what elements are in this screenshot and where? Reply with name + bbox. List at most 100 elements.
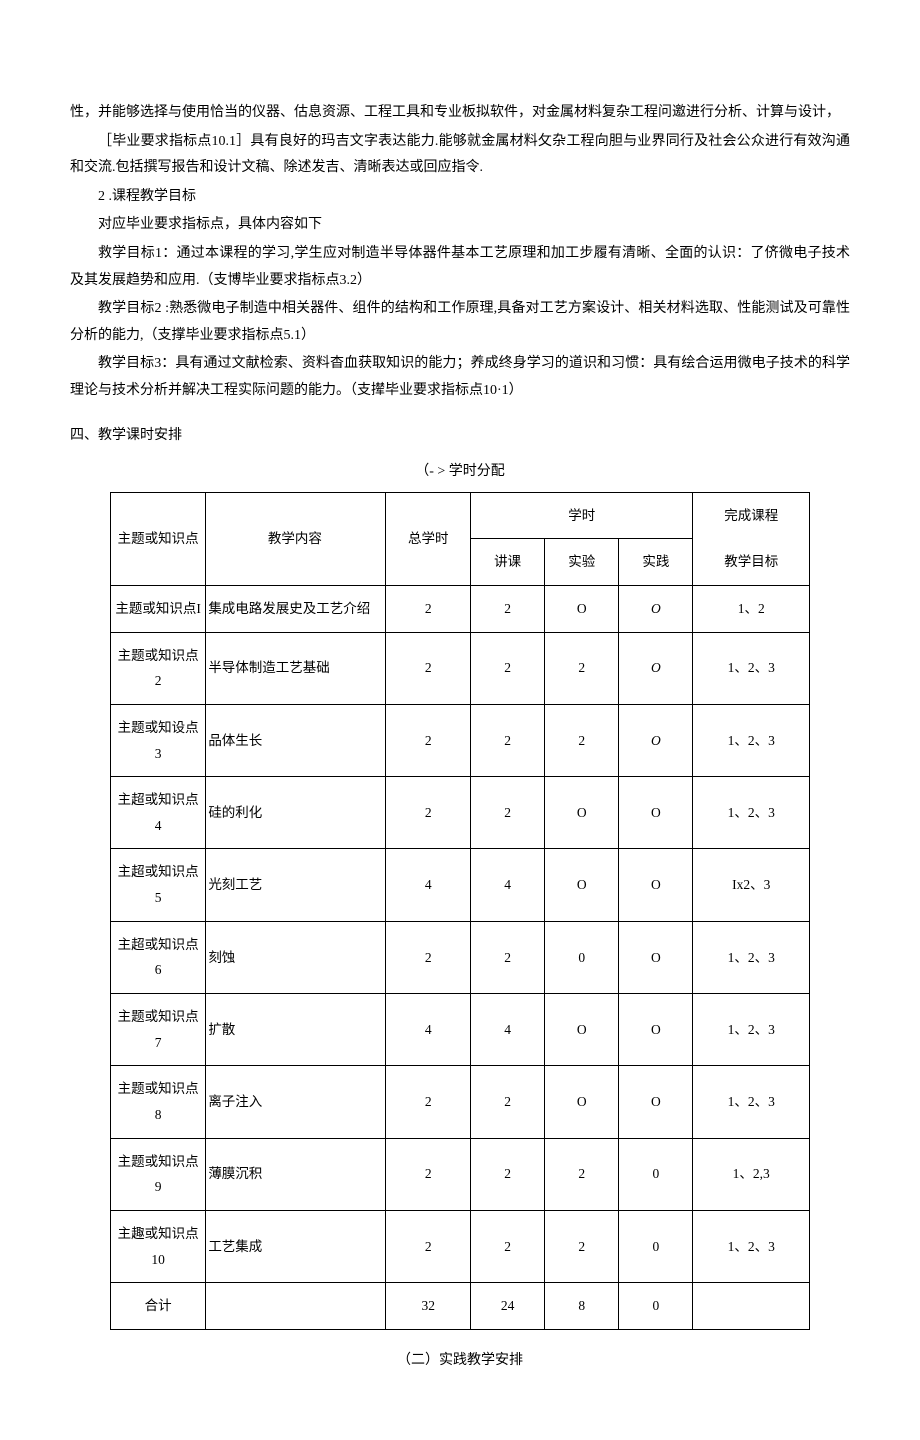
cell-topic: 主超或知识点5 — [111, 849, 206, 921]
cell-experiment: 2 — [545, 704, 619, 776]
cell-total: 2 — [386, 921, 471, 993]
table-body: 主题或知识点I集成电路发展史及工艺介绍22OO1、2主题或知识点2半导体制造工艺… — [111, 586, 810, 1330]
cell-topic: 主题或知识点8 — [111, 1066, 206, 1138]
cell-experiment: O — [545, 994, 619, 1066]
th-lecture: 讲课 — [471, 539, 545, 586]
cell-content: 扩散 — [206, 994, 386, 1066]
table-row: 主趣或知识点10工艺集成22201、2、3 — [111, 1210, 810, 1282]
cell-topic: 主题或知设点3 — [111, 704, 206, 776]
table-row: 主题或知识点7扩散44OO1、2、3 — [111, 994, 810, 1066]
cell-experiment: O — [545, 849, 619, 921]
cell-lecture: 4 — [471, 849, 545, 921]
p3-num: 2 — [98, 189, 105, 204]
cell-topic: 主题或知识点I — [111, 586, 206, 633]
cell-topic: 主题或知识点2 — [111, 632, 206, 704]
cell-content: 集成电路发展史及工艺介绍 — [206, 586, 386, 633]
cell-total: 2 — [386, 1066, 471, 1138]
table-row: 主题或知识点2半导体制造工艺基础222O1、2、3 — [111, 632, 810, 704]
cell-practice: O — [619, 1066, 693, 1138]
cell-lecture: 2 — [471, 632, 545, 704]
cell-goal: 1、2、3 — [693, 1066, 810, 1138]
cell-topic: 主超或知识点4 — [111, 777, 206, 849]
cell-content: 离子注入 — [206, 1066, 386, 1138]
cell-practice: O — [619, 586, 693, 633]
cell-content: 半导体制造工艺基础 — [206, 632, 386, 704]
cell-goal: 1、2、3 — [693, 704, 810, 776]
cell-practice: O — [619, 849, 693, 921]
cell-practice: O — [619, 777, 693, 849]
section-4-title: 四、教学课时安排 — [70, 423, 850, 450]
cell-content: 薄膜沉积 — [206, 1138, 386, 1210]
table-row: 主题或知识点8离子注入22OO1、2、3 — [111, 1066, 810, 1138]
table-row: 主题或知识点I集成电路发展史及工艺介绍22OO1、2 — [111, 586, 810, 633]
cell-lecture: 24 — [471, 1283, 545, 1330]
cell-practice: 0 — [619, 1283, 693, 1330]
cell-practice: 0 — [619, 1210, 693, 1282]
cell-practice: 0 — [619, 1138, 693, 1210]
cell-total: 2 — [386, 632, 471, 704]
cell-lecture: 2 — [471, 777, 545, 849]
cell-topic: 主题或知识点7 — [111, 994, 206, 1066]
table-row: 主超或知识点4硅的利化22OO1、2、3 — [111, 777, 810, 849]
paragraph-3: 2 .课程教学目标 — [70, 184, 850, 211]
table-row: 主超或知识点5光刻工艺44OOIx2、3 — [111, 849, 810, 921]
cell-practice: O — [619, 994, 693, 1066]
cell-total: 32 — [386, 1283, 471, 1330]
cell-experiment: O — [545, 1066, 619, 1138]
cell-total: 2 — [386, 704, 471, 776]
cell-total: 2 — [386, 1138, 471, 1210]
cell-content — [206, 1283, 386, 1330]
cell-lecture: 2 — [471, 704, 545, 776]
cell-goal: 1、2、3 — [693, 1210, 810, 1282]
th-topic: 主题或知识点 — [111, 492, 206, 585]
p3-text: .课程教学目标 — [109, 189, 197, 204]
cell-goal: 1、2,3 — [693, 1138, 810, 1210]
cell-lecture: 2 — [471, 586, 545, 633]
paragraph-4: 对应毕业要求指标点，具体内容如下 — [70, 212, 850, 239]
cell-topic: 主趣或知识点10 — [111, 1210, 206, 1282]
th-goal-bottom: 教学目标 — [693, 539, 810, 586]
cell-experiment: O — [545, 777, 619, 849]
cell-lecture: 2 — [471, 1138, 545, 1210]
table-row: 主题或知识点9薄膜沉积22201、2,3 — [111, 1138, 810, 1210]
cell-topic: 合计 — [111, 1283, 206, 1330]
cell-experiment: 2 — [545, 632, 619, 704]
table1-caption: （- > 学时分配 — [70, 459, 850, 486]
paragraph-2: ［毕业要求指标点10.1］具有良好的玛吉文字表达能力.能够就金属材料攵杂工程向胆… — [70, 129, 850, 182]
cell-goal: 1、2、3 — [693, 777, 810, 849]
table2-caption: （二）实践教学安排 — [70, 1348, 850, 1375]
cell-lecture: 4 — [471, 994, 545, 1066]
cell-practice: O — [619, 632, 693, 704]
th-content: 教学内容 — [206, 492, 386, 585]
cell-content: 光刻工艺 — [206, 849, 386, 921]
th-hours: 学时 — [471, 492, 693, 539]
cell-total: 2 — [386, 777, 471, 849]
th-practice: 实践 — [619, 539, 693, 586]
cell-goal — [693, 1283, 810, 1330]
cell-experiment: 0 — [545, 921, 619, 993]
cell-topic: 主题或知识点9 — [111, 1138, 206, 1210]
cell-practice: O — [619, 704, 693, 776]
cell-content: 硅的利化 — [206, 777, 386, 849]
th-goal-top: 完成课程 — [693, 492, 810, 539]
cell-experiment: 8 — [545, 1283, 619, 1330]
header-row-1: 主题或知识点 教学内容 总学时 学时 完成课程 — [111, 492, 810, 539]
table-row: 主题或知设点3品体生长222O1、2、3 — [111, 704, 810, 776]
cell-topic: 主超或知识点6 — [111, 921, 206, 993]
cell-content: 刻蚀 — [206, 921, 386, 993]
paragraph-1: 性，并能够选择与使用恰当的仪器、估息资源、工程工具和专业板拟软件，对金属材料复杂… — [70, 100, 850, 127]
cell-lecture: 2 — [471, 1210, 545, 1282]
cell-experiment: 2 — [545, 1138, 619, 1210]
hours-table: 主题或知识点 教学内容 总学时 学时 完成课程 讲课 实验 实践 教学目标 主题… — [110, 492, 810, 1330]
cell-total: 2 — [386, 586, 471, 633]
cell-goal: Ix2、3 — [693, 849, 810, 921]
cell-goal: 1、2、3 — [693, 994, 810, 1066]
cell-lecture: 2 — [471, 1066, 545, 1138]
cell-content: 工艺集成 — [206, 1210, 386, 1282]
cell-total: 4 — [386, 849, 471, 921]
cell-goal: 1、2、3 — [693, 921, 810, 993]
cell-experiment: O — [545, 586, 619, 633]
cell-total: 2 — [386, 1210, 471, 1282]
cell-experiment: 2 — [545, 1210, 619, 1282]
cell-practice: O — [619, 921, 693, 993]
